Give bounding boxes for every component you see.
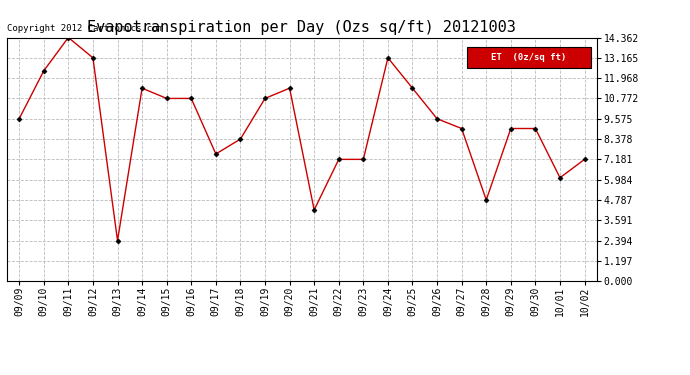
FancyBboxPatch shape <box>467 47 591 68</box>
Text: ET  (0z/sq ft): ET (0z/sq ft) <box>491 53 566 62</box>
Text: Copyright 2012 Cartronics.com: Copyright 2012 Cartronics.com <box>7 24 163 33</box>
Title: Evapotranspiration per Day (Ozs sq/ft) 20121003: Evapotranspiration per Day (Ozs sq/ft) 2… <box>88 20 516 35</box>
